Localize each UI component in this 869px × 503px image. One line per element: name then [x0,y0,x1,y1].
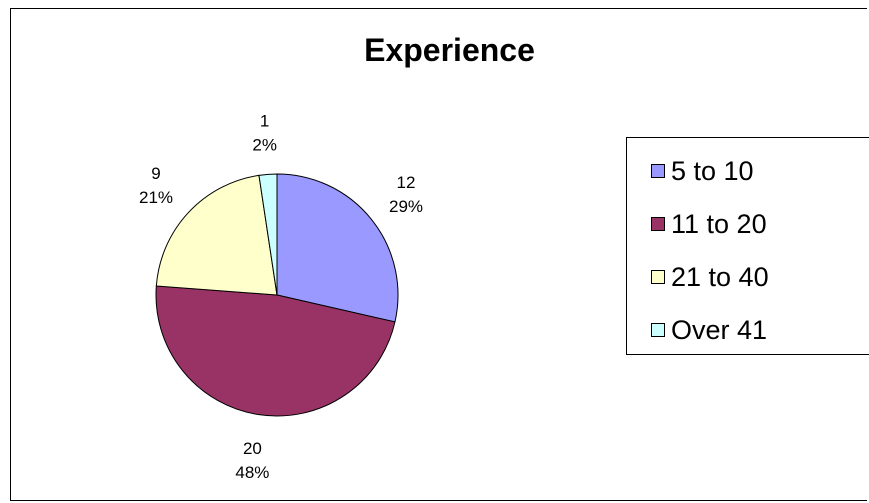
slice-percent-label: 29% [389,197,423,216]
slice-percent-label: 2% [252,135,277,154]
slice-value-label: 12 [397,173,416,192]
legend-item-over-41: Over 41 [651,316,767,344]
pie-slice-21-to-40 [155,174,278,296]
legend: 5 to 10 11 to 20 21 to 40 Over 41 [626,137,869,355]
pie-slice-over-41 [258,173,278,296]
legend-label: 5 to 10 [671,156,754,186]
pie-slice-5-to-10 [276,173,399,323]
legend-swatch [651,164,665,178]
slice-percent-label: 48% [235,463,269,482]
slice-percent-label: 21% [139,188,173,207]
legend-swatch [651,323,665,337]
legend-swatch [651,270,665,284]
chart-title: Experience [364,32,535,68]
slice-value-label: 9 [151,164,160,183]
pie-slice-11-to-20 [155,285,396,417]
slice-value-label: 20 [243,439,262,458]
legend-label: 21 to 40 [671,262,769,292]
legend-item-11-to-20: 11 to 20 [651,210,767,238]
legend-swatch [651,217,665,231]
legend-label: Over 41 [671,315,768,345]
slice-value-label: 1 [260,111,269,130]
legend-label: 11 to 20 [671,209,767,239]
legend-item-5-to-10: 5 to 10 [651,157,754,185]
legend-item-21-to-40: 21 to 40 [651,263,769,291]
